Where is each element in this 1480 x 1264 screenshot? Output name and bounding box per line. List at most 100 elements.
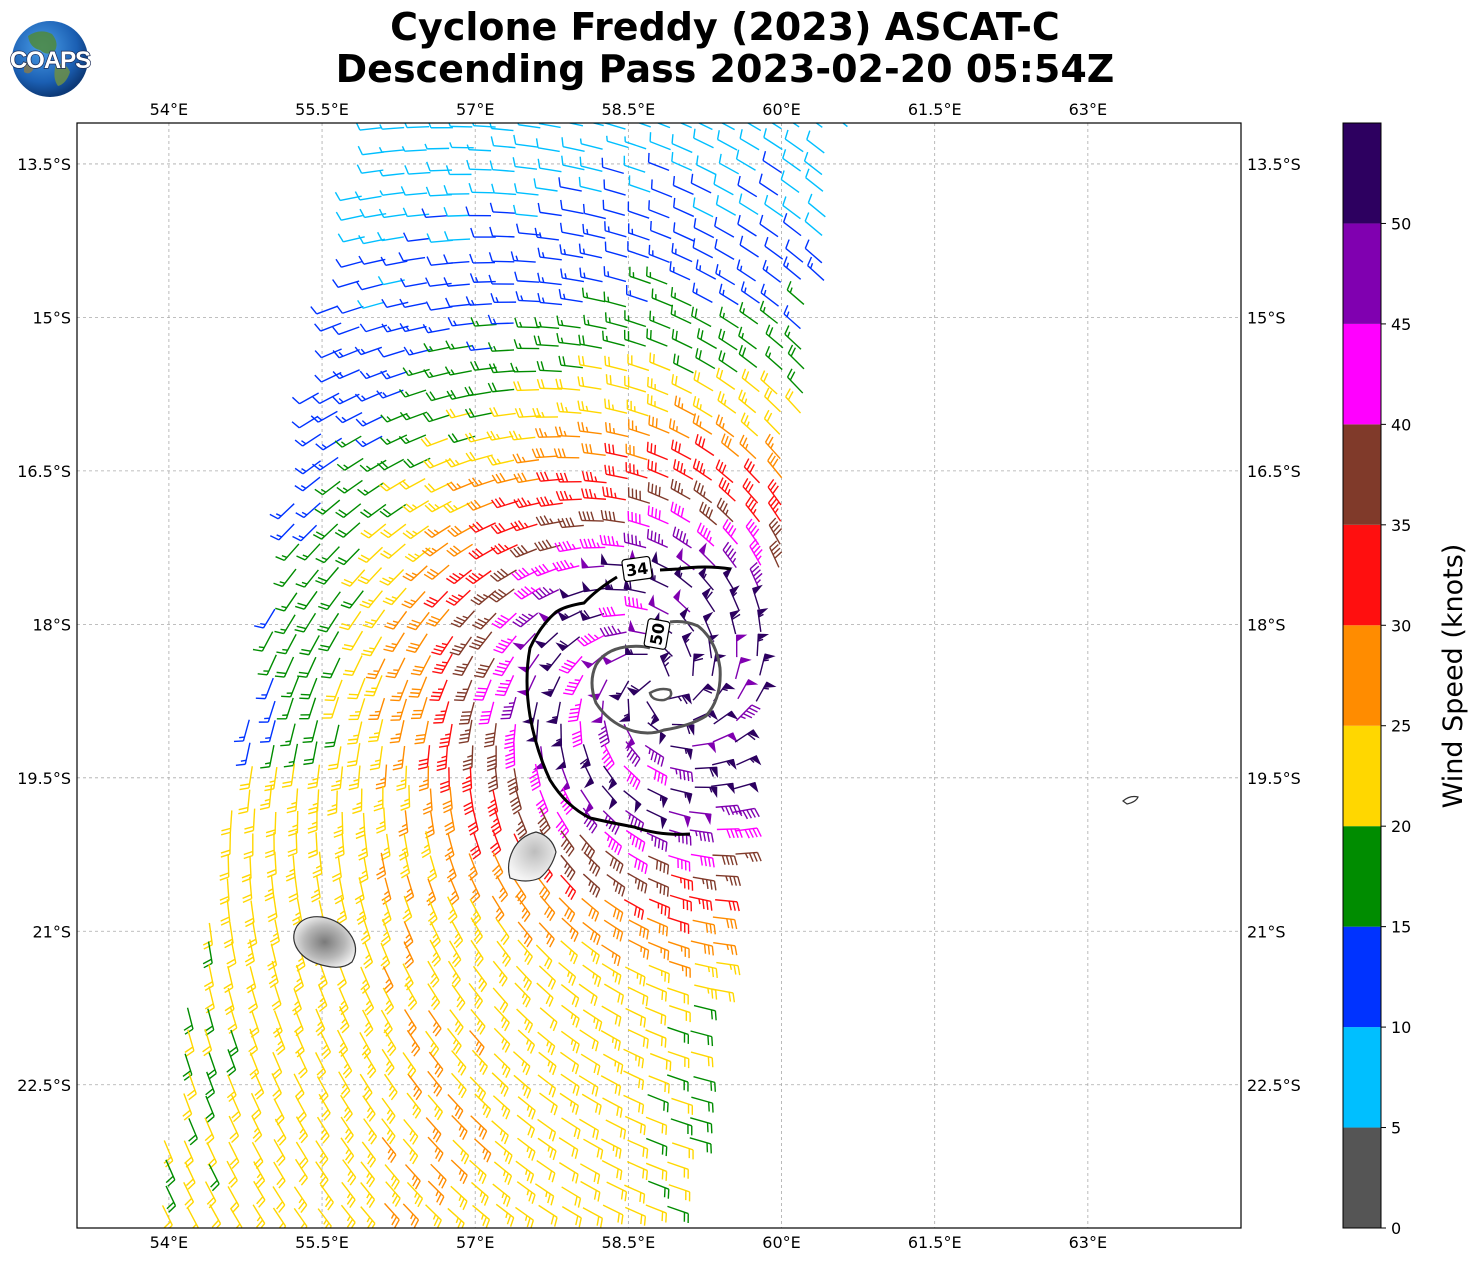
wind-barb	[380, 256, 408, 266]
wind-barb	[470, 317, 497, 327]
wind-barb	[815, 123, 823, 128]
wind-barb	[381, 1118, 396, 1145]
wind-barb	[315, 1140, 329, 1167]
wind-barb	[695, 348, 716, 370]
wind-barb	[535, 138, 560, 153]
wind-barb	[444, 366, 472, 376]
wind-barb	[715, 414, 735, 438]
wind-barb	[534, 227, 559, 241]
wind-barb	[554, 540, 582, 553]
wind-barb	[517, 921, 533, 948]
wind-barb	[604, 355, 628, 372]
wind-barb	[514, 317, 540, 329]
wind-barb	[469, 1159, 487, 1185]
wind-barb	[489, 226, 515, 238]
wind-barb	[333, 811, 344, 838]
wind-barb	[764, 433, 781, 460]
wind-barb	[489, 829, 502, 857]
wind-barb	[784, 129, 804, 153]
wind-barb	[378, 208, 406, 219]
wind-barb	[538, 652, 562, 672]
lat-tick-label-left: 15°S	[32, 308, 71, 327]
wind-barb	[443, 277, 470, 287]
wind-barb	[491, 497, 519, 509]
wind-barb	[578, 334, 602, 349]
wind-barb	[359, 1032, 372, 1060]
wind-barb	[231, 1094, 242, 1123]
wind-barb	[403, 1009, 417, 1036]
wind-barb	[512, 204, 538, 217]
wind-barb	[807, 256, 825, 281]
wind-barb	[427, 983, 441, 1011]
wind-barb	[674, 395, 695, 416]
wind-barb	[451, 1072, 467, 1099]
wind-barb	[693, 218, 715, 239]
wind-barb	[227, 1186, 240, 1214]
wind-barb	[605, 374, 629, 390]
wind-barb	[315, 437, 343, 451]
wind-barb	[648, 200, 670, 219]
wind-barb	[243, 833, 254, 860]
wind-barb	[490, 543, 518, 555]
wind-barb	[427, 855, 438, 883]
wind-barb	[244, 808, 256, 834]
wind-barb	[363, 1118, 378, 1145]
wind-barb	[492, 960, 508, 987]
wind-barb	[735, 851, 762, 863]
lat-tick-label-left: 21°S	[32, 922, 71, 941]
wind-barb	[221, 810, 233, 836]
wind-barb	[427, 960, 440, 988]
wind-barb	[604, 241, 628, 258]
wind-barb	[492, 1183, 511, 1207]
wind-barb	[165, 1159, 176, 1187]
wind-barb	[446, 1027, 462, 1054]
wind-barb	[470, 1009, 486, 1035]
wind-barb	[473, 657, 495, 679]
wind-barb	[450, 610, 476, 628]
wind-barb	[493, 1053, 511, 1078]
contour-label-50: 50	[643, 618, 671, 650]
wind-barb	[581, 941, 600, 965]
wind-barb	[357, 567, 383, 585]
wind-barb	[742, 477, 759, 504]
wind-barb	[377, 348, 405, 358]
wind-barb	[334, 522, 361, 538]
wind-barb	[785, 239, 804, 263]
colorbar-bin	[1343, 223, 1381, 324]
wind-barb	[382, 966, 394, 994]
wind-barb	[508, 430, 536, 441]
colorbar-tick-label: 30	[1391, 616, 1411, 635]
wind-barb	[465, 206, 492, 217]
wind-barb	[545, 701, 561, 725]
wind-barb	[648, 898, 671, 918]
wind-barb	[491, 895, 505, 923]
wind-barb	[470, 917, 483, 945]
wind-barb	[627, 201, 650, 219]
logo-wordmark: COAPS	[10, 47, 91, 74]
wind-barb	[536, 360, 562, 373]
wind-barb	[626, 680, 652, 696]
wind-barb	[363, 987, 375, 1016]
wind-barb	[404, 1164, 421, 1190]
wind-barb	[405, 983, 418, 1011]
wind-barb	[348, 698, 366, 721]
wind-barb	[765, 346, 783, 371]
wind-barb	[335, 548, 360, 566]
wind-barb	[424, 525, 451, 538]
wind-barb	[741, 368, 760, 393]
wind-barb	[445, 569, 473, 585]
wind-barb	[690, 1117, 713, 1134]
wind-barb	[711, 988, 736, 1003]
wind-barb	[421, 542, 449, 557]
wind-barb	[294, 964, 304, 993]
wind-barb	[690, 940, 714, 956]
wind-barb	[668, 810, 691, 828]
wind-barb	[238, 789, 251, 815]
wind-barb	[690, 1051, 714, 1068]
wind-barb	[464, 408, 492, 419]
wind-barb	[510, 251, 536, 263]
wind-barb	[604, 899, 624, 922]
wind-barb	[694, 766, 718, 778]
wind-barb	[517, 1137, 536, 1161]
wind-barb	[648, 1075, 670, 1094]
